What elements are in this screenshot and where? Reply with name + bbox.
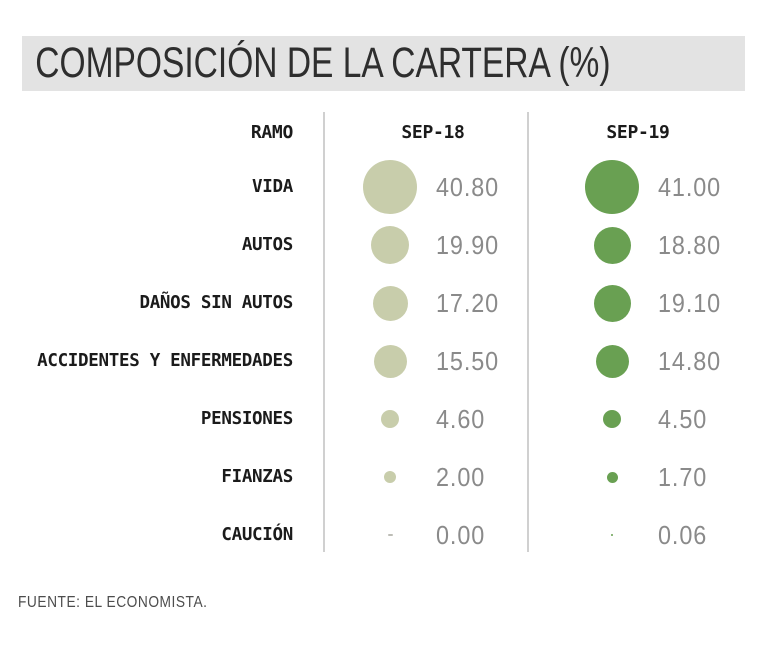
row-label: DAÑOS SIN AUTOS — [139, 293, 293, 313]
sep18-value: 15.50 — [436, 345, 500, 376]
column-header-sep18: SEP-18 — [401, 121, 465, 143]
sep19-bubble-box — [566, 284, 658, 322]
sep19-bubble-box — [566, 160, 658, 214]
sep18-cell: 15.50 — [308, 332, 528, 390]
sep19-value: 1.70 — [658, 461, 708, 492]
table-row: VIDA 40.80 41.00 — [0, 158, 768, 216]
sep18-bubble — [371, 226, 409, 264]
table-row: DAÑOS SIN AUTOS 17.20 19.10 — [0, 274, 768, 332]
title-bar: COMPOSICIÓN DE LA CARTERA (%) — [22, 36, 745, 91]
sep19-bubble — [603, 410, 621, 428]
sep19-bubble-box — [566, 534, 658, 536]
sep19-bubble-box — [566, 471, 658, 483]
column-header-sep19: SEP-19 — [606, 121, 670, 143]
sep18-cell: 40.80 — [308, 158, 528, 216]
sep18-value: 2.00 — [436, 461, 486, 492]
column-divider-left — [323, 112, 325, 552]
sep18-cell: 19.90 — [308, 216, 528, 274]
sep19-bubble — [593, 226, 631, 264]
sep18-bubble — [373, 344, 407, 378]
sep18-bubble-box — [344, 160, 436, 214]
sep18-value: 4.60 — [436, 403, 486, 434]
sep18-bubble — [381, 410, 399, 428]
sep18-cell: 17.20 — [308, 274, 528, 332]
sep18-cell: 2.00 — [308, 448, 528, 506]
sep18-bubble-box — [344, 226, 436, 264]
table-row: AUTOS 19.90 18.80 — [0, 216, 768, 274]
sep18-value: 0.00 — [436, 519, 486, 550]
sep18-value: 17.20 — [436, 287, 500, 318]
row-label: ACCIDENTES Y ENFERMEDADES — [37, 351, 293, 371]
sep18-bubble — [384, 471, 396, 483]
sep19-value: 41.00 — [658, 171, 722, 202]
sep19-bubble — [595, 344, 629, 378]
sep19-bubble-box — [566, 410, 658, 428]
source-note: FUENTE: EL ECONOMISTA. — [18, 594, 208, 611]
sep19-value: 4.50 — [658, 403, 708, 434]
sep19-bubble-box — [566, 344, 658, 378]
row-label: FIANZAS — [221, 467, 293, 487]
sep19-bubble — [606, 471, 618, 483]
sep19-cell: 41.00 — [528, 158, 768, 216]
column-header-ramo: RAMO — [250, 121, 293, 143]
table-header: RAMO SEP-18 SEP-19 — [0, 112, 768, 152]
sep19-cell: 19.10 — [528, 274, 768, 332]
sep19-cell: 1.70 — [528, 448, 768, 506]
sep18-bubble-box — [344, 285, 436, 321]
sep19-cell: 18.80 — [528, 216, 768, 274]
sep18-bubble-box — [344, 534, 436, 536]
page-title: COMPOSICIÓN DE LA CARTERA (%) — [35, 39, 611, 87]
column-divider-right — [527, 112, 529, 552]
row-label: AUTOS — [241, 235, 293, 255]
sep19-value: 19.10 — [658, 287, 722, 318]
sep18-value: 40.80 — [436, 171, 500, 202]
table-row: FIANZAS 2.00 1.70 — [0, 448, 768, 506]
table-row: PENSIONES 4.60 4.50 — [0, 390, 768, 448]
sep18-bubble-box — [344, 344, 436, 378]
sep19-value: 18.80 — [658, 229, 722, 260]
row-label: PENSIONES — [200, 409, 293, 429]
sep19-value: 14.80 — [658, 345, 722, 376]
sep18-bubble-box — [344, 471, 436, 483]
table-row: ACCIDENTES Y ENFERMEDADES 15.50 14.80 — [0, 332, 768, 390]
sep19-value: 0.06 — [658, 519, 708, 550]
table-row: CAUCIÓN 0.00 0.06 — [0, 506, 768, 564]
sep18-value: 19.90 — [436, 229, 500, 260]
sep19-bubble — [585, 160, 639, 214]
sep19-bubble — [611, 534, 613, 536]
sep18-bubble-box — [344, 410, 436, 428]
sep19-bubble — [593, 284, 631, 322]
sep18-bubble — [372, 285, 408, 321]
sep19-cell: 0.06 — [528, 506, 768, 564]
sep19-cell: 4.50 — [528, 390, 768, 448]
row-label: CAUCIÓN — [221, 525, 293, 545]
sep18-cell: 0.00 — [308, 506, 528, 564]
sep19-bubble-box — [566, 226, 658, 264]
sep18-bubble — [387, 534, 393, 536]
sep18-cell: 4.60 — [308, 390, 528, 448]
row-label: VIDA — [252, 177, 293, 197]
table-body: VIDA 40.80 41.00 AUTOS 19.90 18.80 DAÑOS SIN A… — [0, 158, 768, 564]
sep18-bubble — [363, 160, 417, 214]
sep19-cell: 14.80 — [528, 332, 768, 390]
